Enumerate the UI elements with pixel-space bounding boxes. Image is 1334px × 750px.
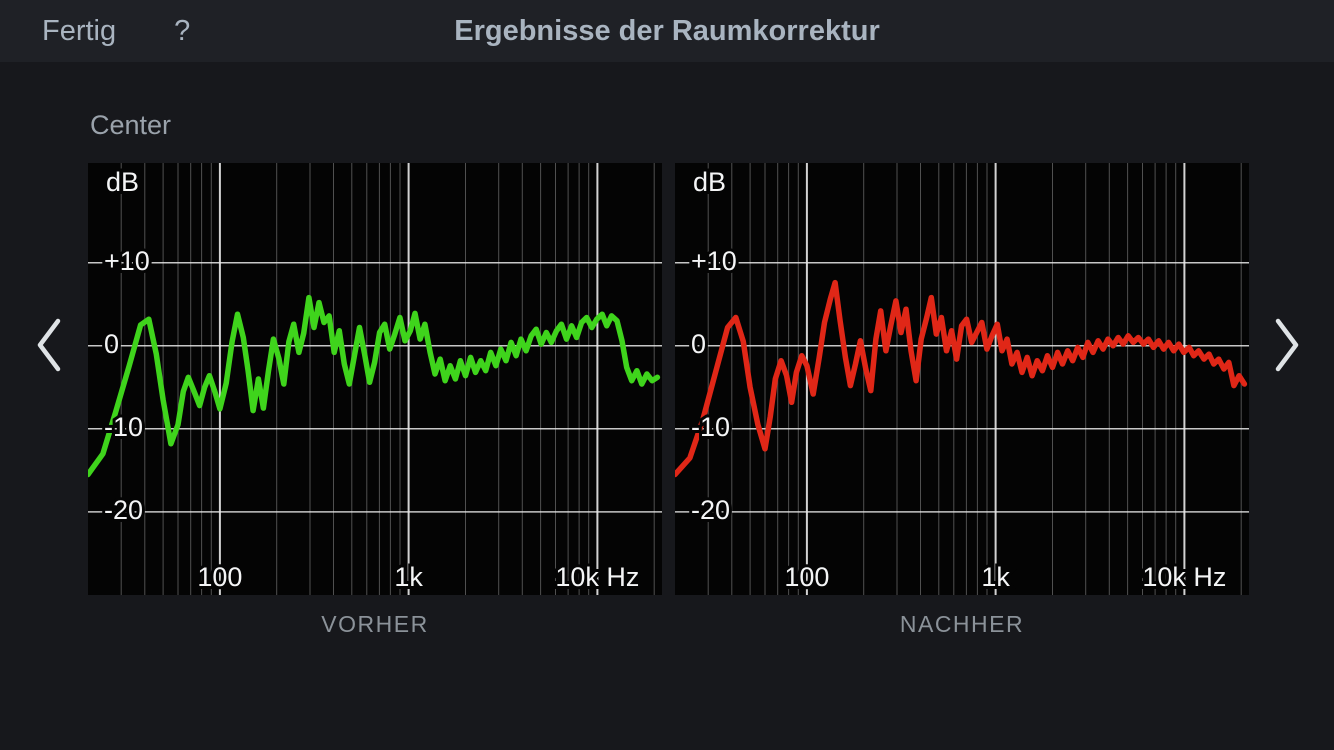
nav-bar: Fertig ? Ergebnisse der Raumkorrektur (0, 0, 1334, 62)
svg-text:-20: -20 (691, 495, 730, 525)
svg-text:100: 100 (784, 562, 829, 592)
svg-text:-20: -20 (104, 495, 143, 525)
before-chart-panel: dB +10 0 -10 -20 100 1k 10k Hz VORHER (88, 163, 662, 638)
svg-text:1k: 1k (394, 562, 423, 592)
after-chart-label: NACHHER (899, 611, 1025, 637)
svg-text:dB: dB (106, 167, 139, 197)
svg-text:1k: 1k (981, 562, 1010, 592)
before-chart-label: VORHER (321, 611, 429, 637)
chevron-left-icon (37, 318, 61, 372)
svg-text:100: 100 (197, 562, 242, 592)
svg-text:10k Hz: 10k Hz (1142, 562, 1226, 592)
svg-text:-10: -10 (691, 412, 730, 442)
help-button[interactable]: ? (174, 0, 190, 62)
after-chart-panel: dB +10 0 -10 -20 100 1k 10k Hz NACHHER (675, 163, 1249, 638)
svg-text:+10: +10 (691, 246, 737, 276)
svg-text:dB: dB (693, 167, 726, 197)
speaker-result-carousel: dB +10 0 -10 -20 100 1k 10k Hz VORHER dB +10 0 -10… (0, 163, 1334, 638)
svg-text:0: 0 (104, 329, 119, 359)
frequency-response-curve (88, 294, 661, 478)
svg-text:-10: -10 (104, 412, 143, 442)
after-frequency-response-chart: dB +10 0 -10 -20 100 1k 10k Hz (675, 163, 1249, 595)
speaker-name-label: Center (90, 110, 172, 140)
done-button[interactable]: Fertig (42, 0, 116, 62)
before-frequency-response-chart: dB +10 0 -10 -20 100 1k 10k Hz (88, 163, 662, 595)
svg-text:+10: +10 (104, 246, 150, 276)
svg-text:0: 0 (691, 329, 706, 359)
chevron-right-icon (1275, 318, 1299, 372)
next-speaker-button[interactable] (1268, 315, 1308, 375)
svg-text:10k Hz: 10k Hz (555, 562, 639, 592)
page-title: Ergebnisse der Raumkorrektur (454, 14, 880, 47)
results-view: Center dB +10 0 -10 -20 100 1k 10k Hz VORHER dB… (0, 110, 1334, 638)
previous-speaker-button[interactable] (28, 315, 68, 375)
frequency-response-curve (675, 279, 1248, 478)
charts-row: dB +10 0 -10 -20 100 1k 10k Hz VORHER dB +10 0 -10… (88, 163, 1334, 638)
